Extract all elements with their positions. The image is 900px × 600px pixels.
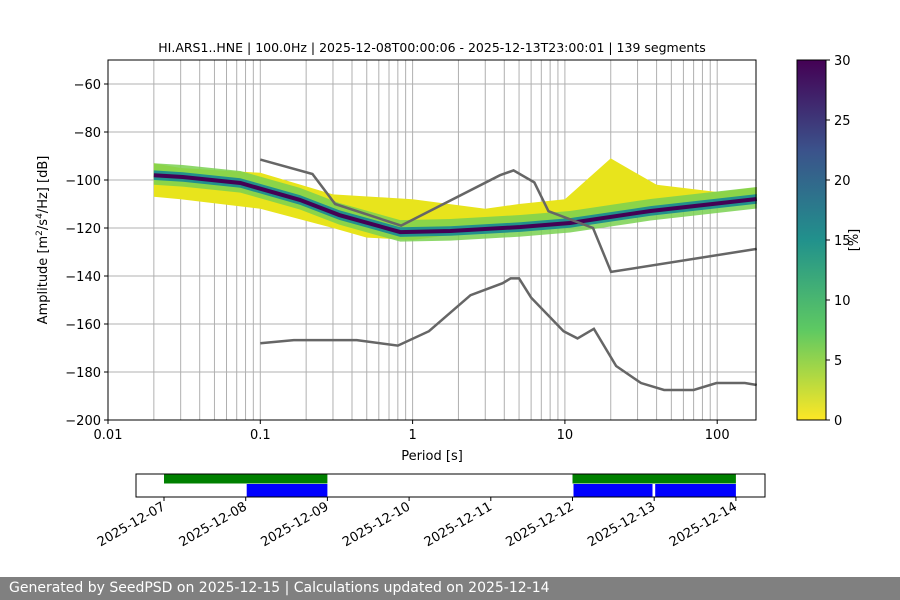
- y-tick-label: −160: [65, 318, 101, 333]
- y-tick-label: −120: [65, 222, 101, 237]
- footer-text: Generated by SeedPSD on 2025-12-15 | Cal…: [0, 577, 900, 600]
- processed-segment-bar: [573, 484, 653, 497]
- plot-frame: [107, 59, 757, 421]
- y-tick-label: −60: [74, 78, 101, 93]
- pdf-mode-line: [153, 173, 758, 235]
- x-axis: 0.01 0.1 1 10 100: [94, 420, 730, 443]
- colorbar-tick-label: 30: [834, 54, 851, 69]
- colorbar-tick-label: 5: [834, 354, 842, 369]
- pdf-heatmap: [153, 158, 758, 242]
- timeline-tick-label: 2025-12-09: [258, 499, 331, 550]
- timeline-tick-label: 2025-12-12: [504, 499, 577, 550]
- timeline-tick-label: 2025-12-14: [667, 499, 740, 550]
- x-tick-label: 100: [705, 428, 730, 443]
- colorbar-tick-label: 0: [834, 414, 842, 429]
- timeline-tick-label: 2025-12-10: [340, 499, 413, 550]
- ppsd-plot: HI.ARS1..HNE | 100.0Hz | 2025-12-08T00:0…: [35, 40, 862, 550]
- colorbar-tick-label: 10: [834, 294, 851, 309]
- timeline-tick-label: 2025-12-13: [585, 499, 658, 550]
- y-axis-label: Amplitude [m2/s4/Hz] [dB]: [35, 156, 51, 325]
- colorbar: [796, 59, 827, 421]
- chart-title: HI.ARS1..HNE | 100.0Hz | 2025-12-08T00:0…: [158, 40, 705, 55]
- x-tick-label: 10: [557, 428, 574, 443]
- y-tick-label: −140: [65, 270, 101, 285]
- colorbar-tick-label: 25: [834, 114, 851, 129]
- pdf-high-probability-band: [153, 170, 757, 237]
- x-axis-label: Period [s]: [401, 449, 463, 464]
- y-tick-label: −200: [65, 414, 101, 429]
- x-tick-label: 0.01: [94, 428, 123, 443]
- low-noise-model-line: [260, 277, 758, 392]
- timeline-axes: 2025-12-07 2025-12-08 2025-12-09 2025-12-10…: [95, 473, 766, 550]
- y-tick-label: −100: [65, 174, 101, 189]
- x-tick-label: 0.1: [250, 428, 271, 443]
- processed-segment-bar: [655, 484, 736, 497]
- y-tick-label: −80: [74, 126, 101, 141]
- colorbar-ticks: 0 5 10 15 20 25 30: [826, 54, 851, 429]
- x-tick-label: 1: [408, 428, 416, 443]
- processed-segment-bar: [246, 484, 328, 497]
- available-data-bar: [164, 474, 328, 484]
- pdf-low-probability-band: [153, 158, 757, 240]
- timeline-tick-label: 2025-12-08: [177, 499, 250, 550]
- timeline-tick-label: 2025-12-07: [95, 499, 168, 550]
- timeline-frame: [135, 473, 766, 498]
- timeline-tick-label: 2025-12-11: [422, 499, 495, 550]
- colorbar-tick-label: 20: [834, 174, 851, 189]
- available-data-bar: [572, 474, 736, 484]
- colorbar-tick-label: 15: [834, 234, 851, 249]
- colorbar-label: [%]: [847, 229, 862, 252]
- y-axis: −60 −80 −100 −120 −140 −160 −180 −200: [65, 78, 108, 429]
- noise-models: [259, 158, 758, 392]
- high-noise-model-line: [259, 158, 758, 274]
- y-tick-label: −180: [65, 366, 101, 381]
